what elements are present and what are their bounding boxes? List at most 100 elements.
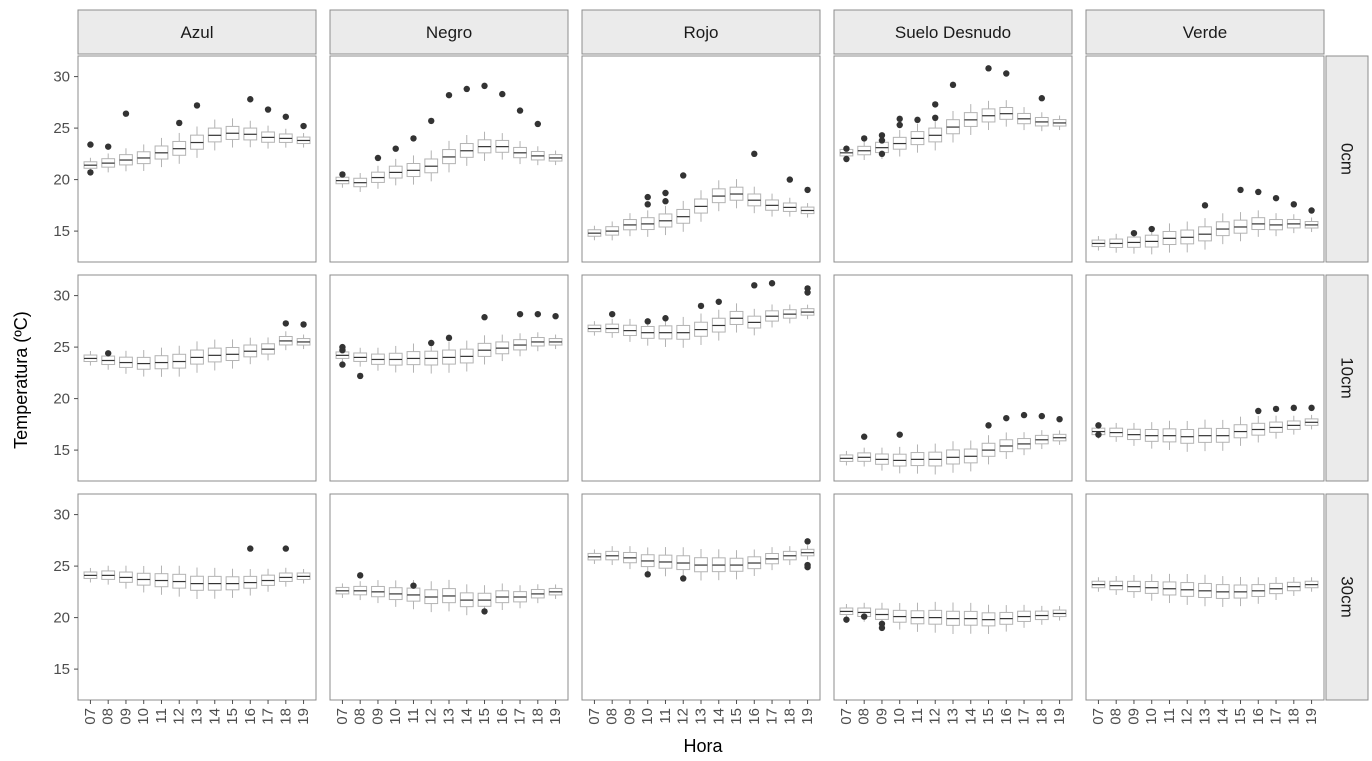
- x-tick-label: 16: [746, 708, 763, 725]
- panel-border: [581, 493, 821, 701]
- outlier-point: [193, 102, 201, 109]
- outlier-point: [1095, 431, 1102, 438]
- panel-border: [581, 274, 821, 482]
- outlier-point: [804, 186, 811, 194]
- y-tick-label: 30: [53, 507, 70, 524]
- outlier-point: [392, 145, 399, 152]
- box-19: [548, 334, 563, 350]
- y-tick-label: 25: [53, 339, 70, 356]
- outlier-point: [843, 616, 850, 623]
- x-tick-label: 17: [260, 708, 277, 725]
- box-09: [875, 447, 889, 471]
- box-10: [388, 158, 403, 186]
- panel-10cm-verde: [1085, 274, 1325, 482]
- box-15: [225, 118, 240, 148]
- box-13: [946, 441, 960, 473]
- outlier-point: [428, 339, 435, 347]
- box-12: [1180, 221, 1195, 253]
- box-14: [711, 549, 726, 581]
- box-19: [1304, 577, 1319, 592]
- box-10: [136, 565, 151, 593]
- box-18: [782, 197, 797, 217]
- outlier-point: [374, 154, 382, 162]
- box-16: [243, 569, 258, 596]
- box-15: [1233, 212, 1248, 242]
- panel-0cm-negro: [329, 55, 569, 263]
- box-13: [946, 111, 960, 143]
- box-13: [694, 313, 708, 345]
- box-11: [658, 547, 673, 577]
- outlier-point: [878, 150, 886, 158]
- outlier-point: [1003, 70, 1010, 77]
- box-13: [1198, 574, 1212, 607]
- outlier-point: [264, 106, 272, 113]
- box-10: [388, 580, 403, 607]
- box-15: [225, 568, 240, 598]
- outlier-point: [1038, 95, 1046, 102]
- outlier-point: [428, 117, 435, 125]
- box-09: [119, 565, 133, 589]
- outlier-point: [662, 198, 669, 205]
- panel-border: [329, 274, 569, 482]
- x-tick-label: 19: [295, 708, 312, 725]
- outlier-point: [1272, 194, 1280, 202]
- outlier-point: [896, 115, 903, 123]
- box-16: [999, 100, 1014, 127]
- box-12: [1180, 574, 1195, 605]
- outlier-point: [1038, 412, 1046, 420]
- box-09: [371, 165, 385, 189]
- outlier-point: [985, 65, 992, 72]
- outlier-point: [247, 545, 254, 552]
- outlier-point: [843, 145, 850, 152]
- panel-30cm-suelo-desnudo: [833, 493, 1073, 701]
- x-tick-label: 10: [387, 708, 404, 725]
- box-13: [694, 190, 708, 222]
- outlier-point: [1308, 404, 1315, 412]
- y-axis-title: Temperatura (ºC): [11, 311, 31, 449]
- panel-border: [833, 55, 1073, 263]
- x-tick-label: 08: [856, 708, 873, 725]
- box-13: [190, 567, 204, 600]
- box-10: [136, 350, 151, 377]
- box-10: [1144, 574, 1159, 601]
- x-tick-label: 10: [1143, 708, 1160, 725]
- box-16: [999, 432, 1014, 459]
- x-tick-label: 14: [962, 708, 979, 725]
- panel-10cm-suelo-desnudo: [833, 274, 1073, 482]
- panel-border: [581, 55, 821, 263]
- panel-0cm-suelo-desnudo: [833, 55, 1073, 263]
- x-tick-label: 11: [153, 708, 170, 724]
- box-19: [296, 133, 311, 148]
- row-strips: 0cm 10cm 30cm: [1325, 55, 1369, 701]
- x-tick-label: 13: [189, 708, 206, 725]
- box-14: [459, 134, 474, 166]
- outlier-point: [122, 110, 130, 117]
- panel-0cm-rojo: [581, 55, 821, 263]
- box-12: [172, 565, 187, 597]
- box-08: [1109, 422, 1124, 442]
- x-tick-label: 08: [604, 708, 621, 725]
- box-13: [1198, 218, 1212, 250]
- box-10: [892, 130, 907, 157]
- outlier-point: [680, 575, 687, 582]
- strip-col-suelo-desnudo: Suelo Desnudo: [833, 9, 1073, 55]
- outlier-point: [949, 81, 957, 89]
- strip-col-azul: Azul: [77, 9, 317, 55]
- box-16: [747, 549, 762, 576]
- box-17: [513, 141, 527, 165]
- strip-col-verde: Verde: [1085, 9, 1325, 55]
- outlier-point: [516, 107, 524, 114]
- box-10: [892, 446, 907, 474]
- x-tick-label: 15: [728, 708, 745, 725]
- box-07: [587, 225, 602, 241]
- box-07: [587, 321, 602, 336]
- outlier-point: [1237, 186, 1244, 194]
- box-12: [172, 132, 187, 164]
- box-17: [1017, 604, 1031, 628]
- x-tick-label: 07: [1090, 708, 1107, 725]
- box-19: [800, 545, 815, 560]
- box-12: [928, 119, 943, 151]
- x-tick-label: 14: [1214, 708, 1231, 725]
- outlier-point: [481, 314, 488, 321]
- outlier-point: [644, 193, 651, 201]
